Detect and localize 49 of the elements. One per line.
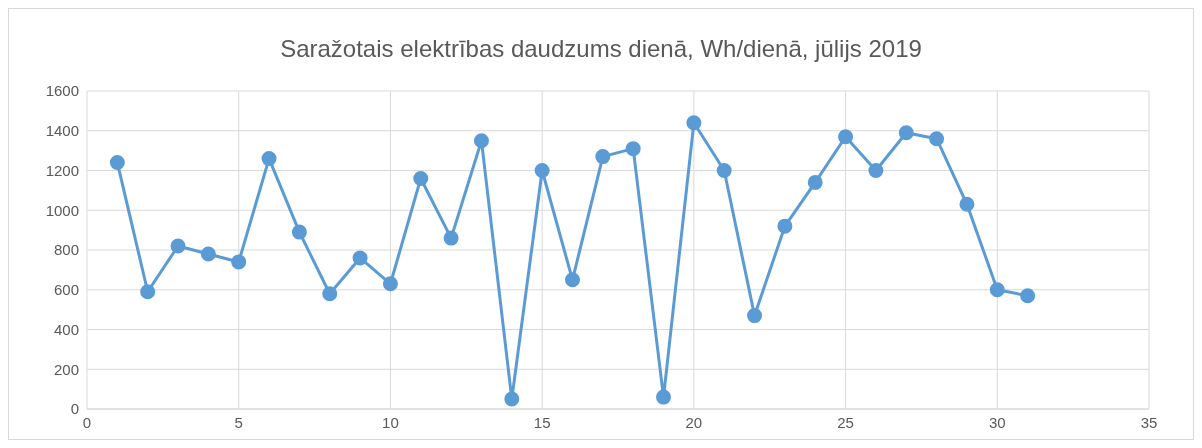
point bbox=[382, 276, 398, 292]
point bbox=[898, 125, 914, 141]
point bbox=[322, 286, 338, 302]
y-tick-label: 1400 bbox=[45, 122, 79, 140]
x-tick-label: 5 bbox=[234, 413, 243, 431]
point bbox=[200, 246, 216, 262]
y-tick-label: 1600 bbox=[45, 82, 79, 100]
y-tick-label: 1000 bbox=[45, 201, 79, 219]
y-tick-label: 600 bbox=[53, 281, 79, 299]
point bbox=[686, 115, 702, 131]
point bbox=[838, 129, 854, 145]
point bbox=[352, 250, 368, 266]
x-tick-label: 25 bbox=[837, 413, 854, 431]
point bbox=[625, 141, 641, 157]
y-tick-label: 200 bbox=[53, 360, 79, 378]
point bbox=[140, 284, 156, 300]
y-tick-label: 1200 bbox=[45, 161, 79, 179]
point bbox=[261, 151, 277, 167]
point bbox=[656, 389, 672, 405]
point bbox=[291, 224, 307, 240]
point bbox=[1020, 288, 1036, 304]
point bbox=[413, 170, 429, 186]
y-tick-label: 800 bbox=[53, 241, 79, 259]
point bbox=[534, 163, 550, 178]
point bbox=[807, 174, 823, 190]
y-tick-label: 0 bbox=[70, 400, 79, 418]
chart-title: Saražotais elektrības daudzums dienā, Wh/dienā, jūlijs 2019 bbox=[279, 34, 923, 64]
point bbox=[473, 133, 489, 149]
x-tick-label: 35 bbox=[1140, 413, 1158, 431]
point bbox=[868, 163, 884, 178]
x-tick-label: 30 bbox=[988, 413, 1006, 431]
point bbox=[959, 196, 975, 212]
point bbox=[109, 155, 125, 171]
point bbox=[595, 149, 611, 165]
point bbox=[777, 218, 793, 234]
point bbox=[170, 238, 186, 254]
x-tick-label: 10 bbox=[382, 413, 399, 431]
point bbox=[504, 391, 520, 407]
point bbox=[231, 254, 247, 270]
point bbox=[564, 272, 580, 288]
point bbox=[716, 163, 732, 178]
y-tick-label: 400 bbox=[53, 320, 79, 338]
point bbox=[747, 308, 763, 324]
x-tick-label: 15 bbox=[533, 413, 551, 431]
point bbox=[929, 131, 945, 147]
point bbox=[443, 230, 459, 246]
point bbox=[989, 282, 1005, 298]
x-tick-label: 0 bbox=[82, 413, 92, 431]
x-tick-label: 20 bbox=[685, 413, 703, 431]
